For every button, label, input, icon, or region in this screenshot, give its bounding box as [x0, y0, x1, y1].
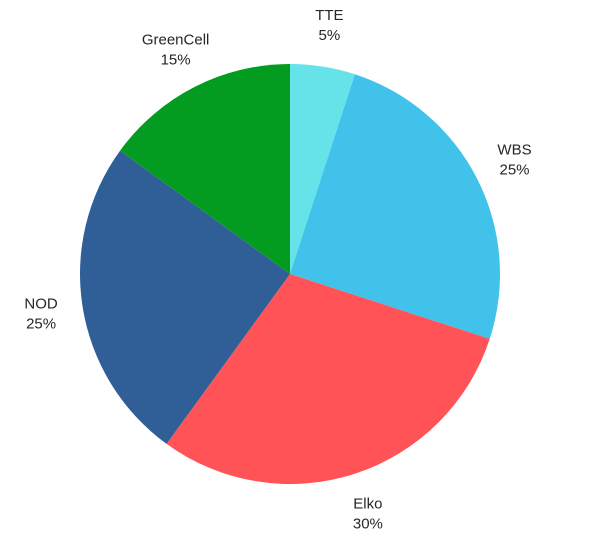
slice-percent-greencell: 15% — [161, 52, 191, 69]
slice-label-nod: NOD — [24, 295, 58, 312]
slice-label-tte: TTE — [315, 7, 343, 24]
slice-percent-tte: 5% — [319, 27, 341, 44]
pie-slice-tte[interactable] — [290, 64, 355, 274]
slices-layer — [80, 64, 500, 484]
slice-percent-nod: 25% — [26, 315, 56, 332]
pie-slice-nod[interactable] — [80, 150, 290, 444]
pie-slice-greencell[interactable] — [120, 64, 290, 274]
slice-label-wbs: WBS — [497, 142, 531, 159]
slice-label-elko: Elko — [353, 496, 382, 513]
slice-percent-wbs: 25% — [499, 162, 529, 179]
slice-label-greencell: GreenCell — [142, 32, 210, 49]
pie-slice-elko[interactable] — [166, 274, 490, 484]
pie-slice-wbs[interactable] — [290, 74, 500, 339]
labels-layer: TTE 5% WBS 25% Elko 30% NOD 25% GreenCell 15% — [24, 7, 531, 533]
slice-percent-elko: 30% — [353, 516, 383, 533]
